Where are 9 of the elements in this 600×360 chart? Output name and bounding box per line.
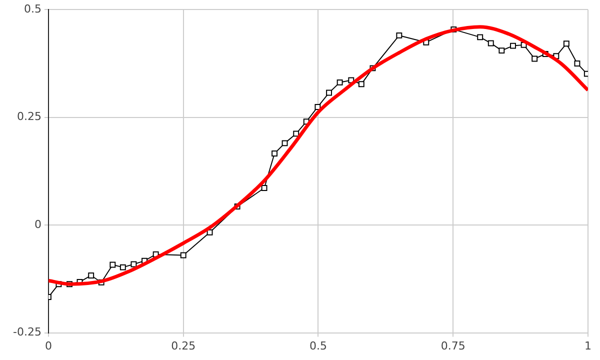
y-tick-label: 0.25: [16, 110, 42, 124]
y-tick-label: 0: [34, 218, 42, 231]
y-tick-label: -0.25: [12, 326, 42, 339]
x-tick-label: 0.75: [440, 339, 466, 352]
x-tick-label: 1: [584, 339, 592, 352]
x-tick-label: 0.25: [171, 339, 196, 352]
x-tick-label: 0: [44, 339, 52, 352]
y-tick-label: 0.5: [24, 2, 42, 16]
x-tick-label: 0.5: [309, 339, 327, 352]
